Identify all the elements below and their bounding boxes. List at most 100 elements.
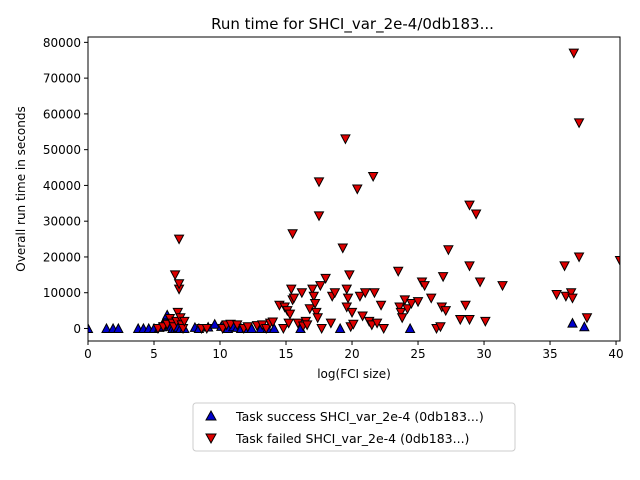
success-point — [88, 322, 94, 333]
failed-point — [440, 306, 452, 317]
failed-point — [341, 284, 353, 295]
failed-point — [283, 318, 294, 329]
failed-point — [312, 313, 324, 324]
failed-point — [351, 184, 363, 195]
legend-box — [192, 402, 516, 452]
failed-point — [308, 291, 320, 302]
failed-point — [285, 284, 297, 295]
legend-marker-success — [205, 409, 217, 421]
success-point — [404, 322, 416, 333]
failed-point — [443, 245, 454, 256]
failed-point — [341, 302, 353, 313]
failed-point — [419, 281, 430, 292]
x-tick-label: 15 — [278, 347, 293, 361]
failed-point — [320, 273, 331, 284]
failed-point — [425, 293, 437, 304]
failed-point — [344, 270, 355, 281]
failed-point — [348, 319, 359, 330]
failed-point — [284, 309, 296, 320]
failed-point — [460, 300, 471, 311]
failed-point — [402, 304, 413, 315]
failed-point — [396, 313, 408, 324]
x-tick-label: 20 — [344, 347, 359, 361]
success-point — [268, 322, 280, 333]
failed-point — [497, 281, 508, 292]
failed-point — [551, 290, 562, 301]
failed-point — [337, 243, 349, 254]
x-axis: 0 5 10 15 20 25 30 35 40 — [84, 341, 624, 361]
failed-point — [366, 320, 378, 331]
failed-point — [464, 315, 475, 326]
x-tick-label: 25 — [410, 347, 425, 361]
y-tick-label: 80000 — [43, 36, 81, 50]
failed-point — [340, 134, 351, 145]
failed-point — [581, 313, 593, 324]
failed-point — [480, 316, 491, 327]
failed-point — [325, 318, 337, 329]
y-tick-label: 50000 — [43, 143, 81, 157]
failed-point — [367, 171, 379, 183]
success-point — [567, 317, 578, 328]
failed-point — [201, 323, 213, 335]
failed-point — [464, 200, 475, 211]
failed-point — [288, 293, 300, 304]
failed-point — [177, 323, 189, 335]
y-tick-label: 0 — [73, 322, 81, 336]
points-layer — [88, 48, 620, 335]
y-axis-title: Overall run time in seconds — [14, 106, 28, 271]
failed-point — [169, 270, 181, 281]
x-tick-label: 5 — [150, 347, 158, 361]
legend-label-success: Task success SHCI_var_2e-4 (0db183...) — [235, 409, 484, 424]
y-tick-label: 60000 — [43, 107, 81, 121]
x-tick-label: 35 — [542, 347, 557, 361]
failed-point — [369, 288, 380, 299]
y-tick-label: 30000 — [43, 215, 81, 229]
y-tick-label: 40000 — [43, 179, 81, 193]
y-axis: 0 10000 20000 30000 40000 50000 60000 70000 8000… — [43, 36, 88, 336]
success-point — [209, 318, 221, 329]
y-tick-label: 10000 — [43, 286, 81, 300]
failed-point — [573, 118, 585, 129]
failed-point — [173, 279, 185, 290]
success-point — [101, 322, 112, 333]
failed-point — [357, 311, 368, 322]
failed-point — [378, 323, 390, 335]
legend-marker-failed — [205, 433, 217, 445]
failed-point — [346, 307, 358, 318]
failed-point — [437, 272, 449, 283]
failed-point — [278, 323, 289, 335]
failed-point — [296, 288, 308, 299]
failed-point — [359, 288, 371, 299]
failed-point — [311, 307, 322, 318]
failed-point — [412, 297, 424, 308]
failed-point — [315, 281, 326, 292]
failed-point — [172, 307, 184, 318]
failed-point — [267, 317, 279, 328]
failed-point — [406, 298, 417, 310]
failed-point — [573, 252, 585, 263]
failed-point — [242, 322, 254, 333]
failed-point — [454, 315, 466, 326]
failed-point — [309, 298, 321, 310]
failed-point — [329, 288, 341, 299]
failed-point — [354, 291, 366, 302]
failed-point — [395, 307, 407, 318]
failed-point — [301, 320, 313, 331]
failed-point — [392, 266, 404, 277]
failed-point — [559, 261, 570, 272]
failed-point — [474, 277, 486, 288]
legend: Task success SHCI_var_2e-4 (0db183...) T… — [192, 402, 516, 452]
failed-point — [568, 48, 580, 59]
x-tick-label: 40 — [608, 347, 623, 361]
success-point — [334, 322, 346, 333]
plot-frame — [87, 36, 621, 342]
failed-point — [260, 323, 272, 335]
failed-point — [179, 316, 190, 327]
failed-point — [307, 284, 318, 295]
failed-point — [173, 234, 185, 245]
failed-point — [287, 229, 298, 240]
failed-point — [470, 209, 482, 220]
failed-point — [225, 319, 236, 330]
failed-point — [565, 288, 577, 299]
